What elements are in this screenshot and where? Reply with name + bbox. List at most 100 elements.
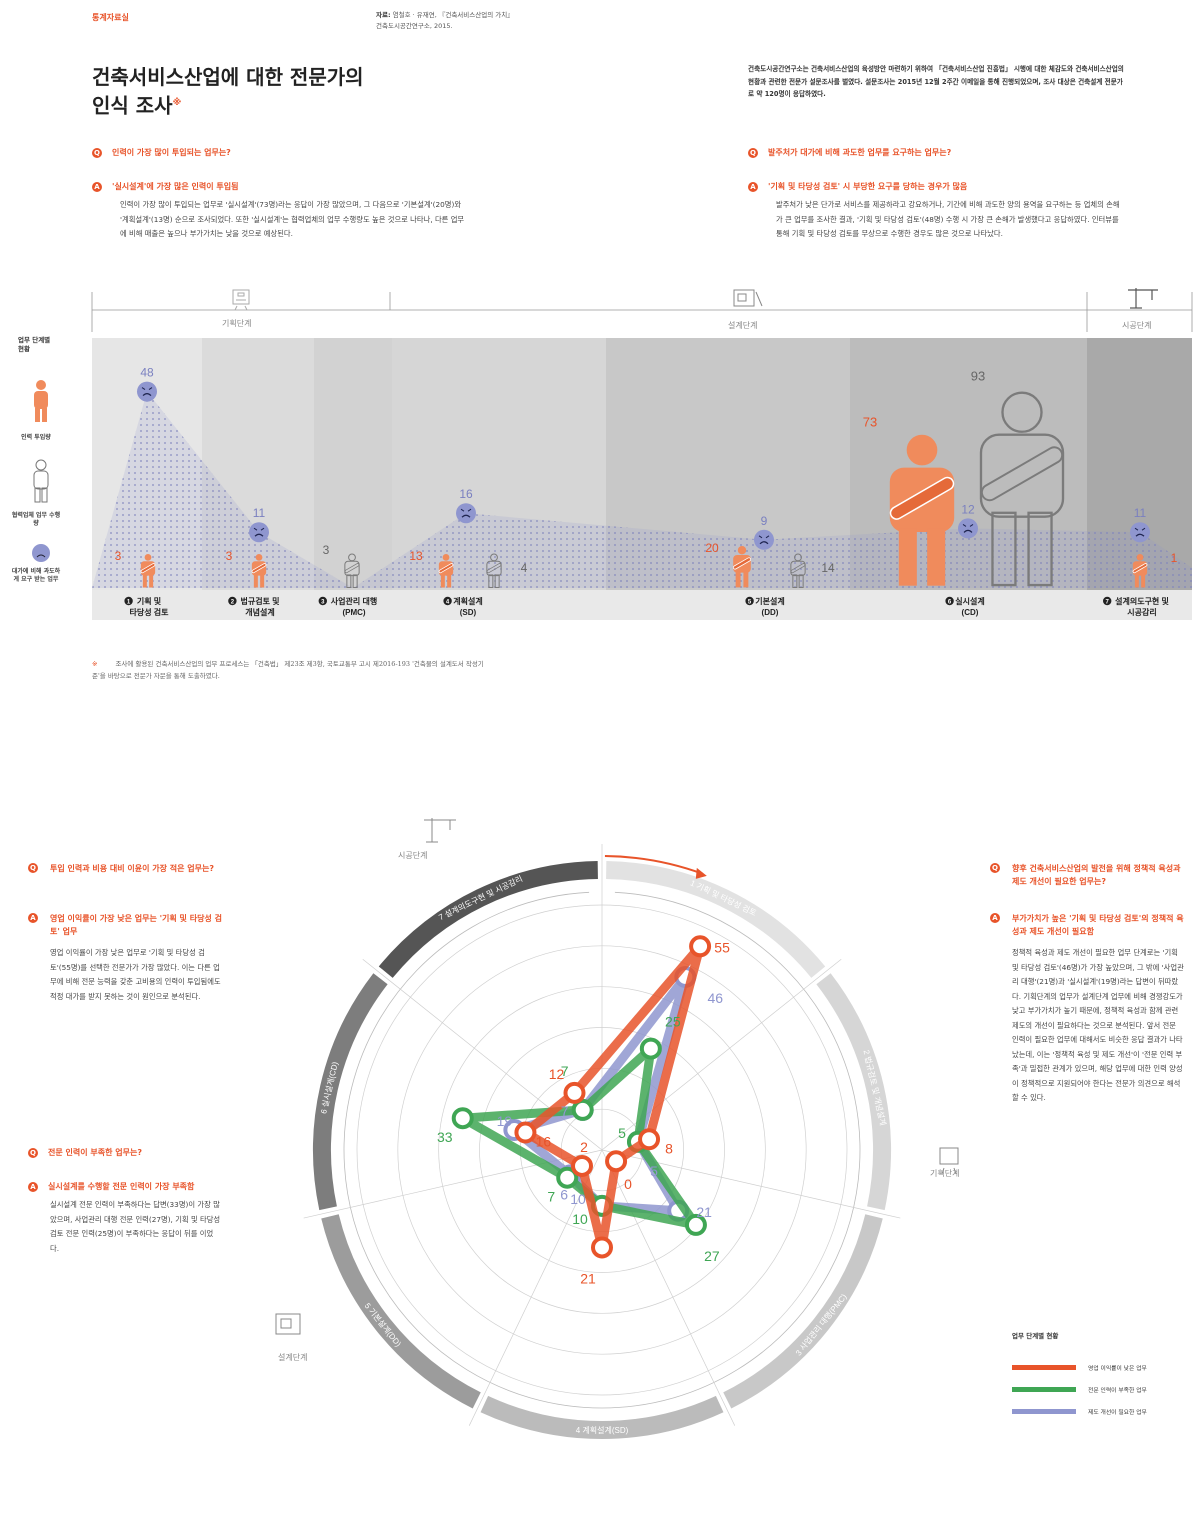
radar-stage-icons [275, 818, 959, 1335]
radar-stage-planning: 기획단계 [930, 1169, 960, 1178]
legend-partner: 협력업체 업무 수행량 [11, 512, 61, 527]
stage-design-label: 설계단계 [728, 321, 758, 330]
answer-1-text: '실시설계'에 가장 많은 인력이 투입됨 [112, 182, 239, 191]
legend-excess: 대가에 비해 과도하게 요구 받는 업무 [11, 568, 61, 583]
ring-segment-7 [378, 861, 598, 978]
frown-face-icon [32, 544, 50, 562]
category-name-line1: 설계의도구현 및 [1115, 596, 1169, 606]
answer-5: A 부가가치가 높은 '기획 및 타당성 검토'의 정책적 육성과 제도 개선이 … [990, 912, 1186, 938]
manpower-figure-7 [1132, 554, 1148, 588]
category-name-line1: 계획설계 [453, 596, 482, 606]
answer-4-text: 실시설계를 수행할 전문 인력이 가장 부족함 [48, 1182, 195, 1191]
value-label: 19 [497, 1113, 513, 1129]
data-point [684, 1213, 707, 1236]
ring-label-text: 4 계획설계(SD) [576, 1425, 629, 1435]
excess-value-2: 11 [253, 506, 266, 520]
manpower-value-2: 3 [226, 549, 233, 563]
category-number: 6 [948, 600, 952, 606]
value-label: 5 [650, 1163, 658, 1179]
footnote-text: 조사에 활용된 건축서비스산업의 업무 프로세스는 「건축법」 제23조 제3항… [92, 660, 484, 680]
category-number: 3 [321, 600, 325, 606]
partner-value-5: 14 [821, 561, 835, 575]
ring-segment-5 [321, 1214, 481, 1409]
category-name-line2: (SD) [460, 608, 477, 617]
excess-value-1: 48 [140, 366, 154, 380]
ring-label-text: 1 기획 및 타당성 검토 [689, 878, 758, 918]
ring-label-text: 3 사업관리 대행(PMC) [793, 1291, 849, 1357]
ring-segment-3 [723, 1214, 883, 1409]
legend-label-orange: 영업 이익률이 낮은 업무 [1088, 1365, 1147, 1372]
category-name-line1: 실시설계 [955, 596, 984, 606]
ring-segment-4 [480, 1395, 724, 1439]
value-label: 21 [696, 1204, 712, 1220]
answer-3-text: 영업 이익률이 가장 낮은 업무는 '기획 및 타당성 검토' 업무 [50, 914, 222, 936]
value-label: 10 [572, 1211, 588, 1227]
ring-label-text: 7 설계의도구현 및 시공감리 [437, 873, 524, 922]
value-label: 5 [618, 1125, 626, 1141]
left-legend-title: 업무 단계별 현황 [18, 336, 51, 353]
question-3-text: 투입 인력과 비용 대비 이윤이 가장 적은 업무는? [50, 864, 214, 873]
radar-legend-title: 업무 단계별 현황 [1012, 1332, 1059, 1340]
ring-label-4: 4 계획설계(SD) [576, 1425, 629, 1435]
frown-face-icon [456, 503, 476, 524]
answer-2: A '기획 및 타당성 검토' 시 부당한 요구를 당하는 경우가 많음 [748, 180, 967, 193]
category-name-line1: 법규검토 및 [240, 596, 279, 606]
answer-1-body: 인력이 가장 많이 투입되는 업무로 '실시설계'(73명)라는 응답이 가장 … [120, 200, 465, 238]
excess-value-4: 16 [459, 487, 473, 501]
spoke-line [468, 1149, 603, 1426]
question-5-text: 향후 건축서비스산업의 발전을 위해 정책적 육성과 제도 개선이 필요한 업무… [1012, 864, 1181, 886]
category-name-line1: 기본설계 [755, 596, 784, 606]
source-prefix: 자료: [376, 11, 391, 19]
manpower-figure-icon [34, 380, 48, 422]
section-label: 통계자료실 [92, 13, 129, 22]
question-3: Q 투입 인력과 비용 대비 이윤이 가장 적은 업무는? [28, 862, 228, 875]
ring-label-3: 3 사업관리 대행(PMC) [793, 1291, 849, 1357]
excess-area [92, 391, 1192, 588]
category-number: 4 [446, 600, 450, 606]
partner-figure-icon [33, 459, 49, 503]
category-label-5: 5 기본설계 (DD) [745, 596, 785, 617]
value-label: 21 [580, 1270, 596, 1286]
ring-label-7: 7 설계의도구현 및 시공감리 [437, 873, 524, 922]
category-name-line2: 타당성 검토 [129, 607, 169, 617]
a-mark: A [748, 181, 758, 192]
category-name-line1: 사업관리 대행 [331, 596, 377, 606]
manpower-figure-1 [140, 554, 156, 588]
ring-segment-6 [313, 973, 388, 1211]
value-label: 12 [549, 1066, 565, 1082]
value-label: 33 [437, 1129, 453, 1145]
data-point [638, 1128, 661, 1151]
legend-item-blue: 제도 개선이 필요한 업무 [1012, 1400, 1147, 1422]
partner-value-3: 3 [323, 543, 330, 557]
question-2-text: 발주처가 대가에 비해 과도한 업무를 요구하는 업무는? [768, 148, 952, 157]
question-2: Q 발주처가 대가에 비해 과도한 업무를 요구하는 업무는? [748, 146, 951, 159]
answer-1: A '실시설계'에 가장 많은 인력이 투입됨 [92, 180, 238, 193]
legend-item-orange: 영업 이익률이 낮은 업무 [1012, 1356, 1147, 1378]
radar-legend: 영업 이익률이 낮은 업무 전문 인력이 부족한 업무 제도 개선이 필요한 업… [1012, 1356, 1147, 1422]
frown-face-icon [1130, 522, 1150, 543]
frown-face-icon [137, 381, 157, 402]
value-label: 25 [665, 1014, 681, 1030]
q-mark: Q [92, 147, 102, 158]
answer-5-body: 정책적 육성과 제도 개선이 필요한 업무 단계로는 '기획 및 타당성 검토'… [1012, 948, 1184, 1102]
question-1-text: 인력이 가장 많이 투입되는 업무는? [112, 148, 231, 157]
answer-2-text: '기획 및 타당성 검토' 시 부당한 요구를 당하는 경우가 많음 [768, 182, 968, 191]
data-point [451, 1107, 474, 1130]
legend-label-green: 전문 인력이 부족한 업무 [1088, 1387, 1147, 1394]
intro-paragraph: 건축도시공간연구소는 건축서비스산업의 육성방안 마련하기 위하여 「건축서비스… [748, 65, 1124, 98]
radar-stage-design: 설계단계 [278, 1353, 308, 1362]
q-mark: Q [748, 147, 758, 158]
category-number: 7 [1106, 600, 1110, 606]
manpower-value-1: 3 [115, 549, 122, 563]
value-label: 16 [536, 1134, 552, 1150]
legend-swatch-blue [1012, 1408, 1076, 1414]
data-point [591, 1236, 613, 1259]
ring-segment-2 [816, 973, 891, 1211]
answer-3-body: 영업 이익률이 가장 낮은 업무로 '기획 및 타당성 검토'(55명)를 선택… [50, 948, 221, 1001]
data-point [571, 1154, 594, 1177]
partner-figure-3 [344, 553, 360, 588]
stage-header [91, 288, 1193, 332]
